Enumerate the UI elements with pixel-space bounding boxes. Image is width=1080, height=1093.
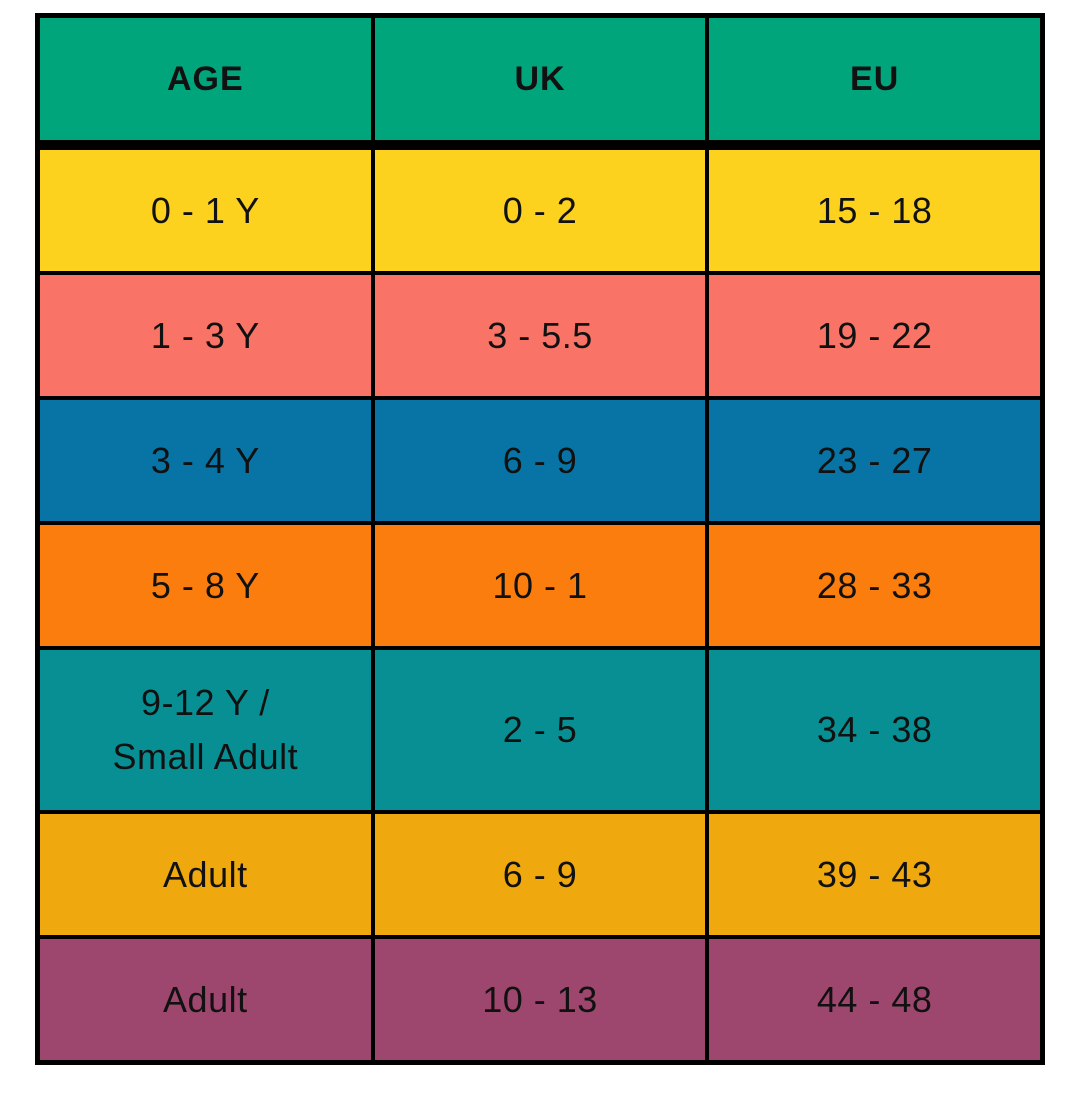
age-cell: 3 - 4 Y — [40, 400, 371, 521]
table-row: Adult 6 - 9 39 - 43 — [40, 814, 1040, 935]
eu-size-cell: 15 - 18 — [709, 150, 1040, 271]
size-conversion-table: AGE UK EU 0 - 1 Y 0 - 2 15 - 18 1 - 3 Y … — [35, 13, 1045, 1065]
eu-size-cell: 44 - 48 — [709, 939, 1040, 1060]
column-header-age: AGE — [40, 18, 371, 140]
uk-size-cell: 0 - 2 — [374, 150, 706, 271]
age-cell: 5 - 8 Y — [40, 525, 371, 646]
eu-size-cell: 39 - 43 — [709, 814, 1040, 935]
table-row: Adult 10 - 13 44 - 48 — [40, 939, 1040, 1060]
table-row: 3 - 4 Y 6 - 9 23 - 27 — [40, 400, 1040, 521]
eu-size-cell: 34 - 38 — [709, 650, 1040, 810]
age-cell: 0 - 1 Y — [40, 150, 371, 271]
uk-size-cell: 6 - 9 — [374, 400, 706, 521]
age-cell: 9-12 Y / Small Adult — [40, 650, 371, 810]
uk-size-cell: 6 - 9 — [374, 814, 706, 935]
eu-size-cell: 19 - 22 — [709, 275, 1040, 396]
uk-size-cell: 10 - 1 — [374, 525, 706, 646]
table-row: 0 - 1 Y 0 - 2 15 - 18 — [40, 150, 1040, 271]
age-cell: Adult — [40, 939, 371, 1060]
column-header-uk: UK — [374, 18, 706, 140]
table-row: 5 - 8 Y 10 - 1 28 - 33 — [40, 525, 1040, 646]
age-cell: Adult — [40, 814, 371, 935]
uk-size-cell: 3 - 5.5 — [374, 275, 706, 396]
table-header-row: AGE UK EU — [40, 18, 1040, 140]
column-header-eu: EU — [709, 18, 1040, 140]
table-row: 1 - 3 Y 3 - 5.5 19 - 22 — [40, 275, 1040, 396]
eu-size-cell: 23 - 27 — [709, 400, 1040, 521]
uk-size-cell: 10 - 13 — [374, 939, 706, 1060]
eu-size-cell: 28 - 33 — [709, 525, 1040, 646]
uk-size-cell: 2 - 5 — [374, 650, 706, 810]
table-row: 9-12 Y / Small Adult 2 - 5 34 - 38 — [40, 650, 1040, 810]
age-cell: 1 - 3 Y — [40, 275, 371, 396]
